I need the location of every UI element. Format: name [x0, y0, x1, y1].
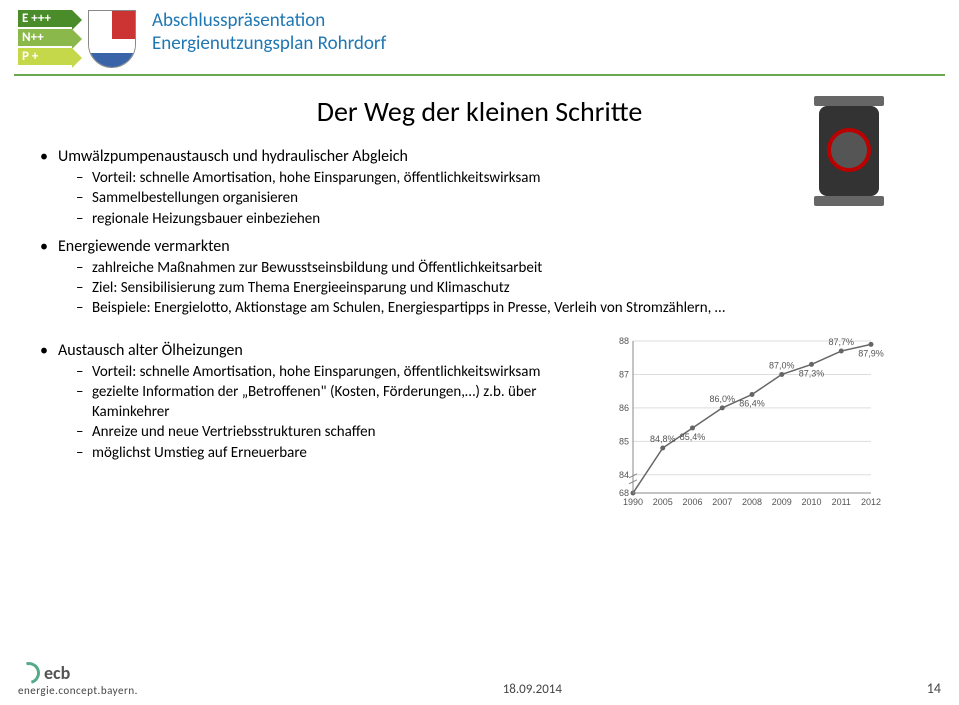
svg-text:2010: 2010	[802, 497, 822, 507]
footer-tagline: energie.concept.bayern.	[18, 684, 138, 697]
svg-text:87,9%: 87,9%	[858, 348, 884, 358]
list-item: gezielte Information der „Betroffenen" (…	[76, 382, 591, 423]
list-item: regionale Heizungsbauer einbeziehen	[76, 209, 929, 229]
line-chart: 6884858687881990200520062007200820092010…	[591, 333, 929, 518]
svg-text:2007: 2007	[712, 497, 732, 507]
badge-p: P +	[18, 48, 72, 65]
slide-footer: ecb energie.concept.bayern. 18.09.2014 1…	[0, 662, 959, 697]
list-item: Vorteil: schnelle Amortisation, hohe Ein…	[76, 362, 591, 382]
section-marketing-list: zahlreiche Maßnahmen zur Bewusstseinsbil…	[40, 258, 929, 319]
svg-text:2005: 2005	[653, 497, 673, 507]
list-item: zahlreiche Maßnahmen zur Bewusstseinsbil…	[76, 258, 929, 278]
footer-date: 18.09.2014	[138, 682, 927, 697]
svg-text:87,3%: 87,3%	[799, 368, 825, 378]
header-titles: Abschlusspräsentation Energienutzungspla…	[146, 10, 386, 56]
svg-text:86,0%: 86,0%	[710, 393, 736, 403]
svg-text:87,0%: 87,0%	[769, 360, 795, 370]
svg-text:87: 87	[619, 369, 629, 379]
svg-text:84: 84	[619, 469, 629, 479]
svg-text:84,8%: 84,8%	[650, 434, 676, 444]
slide-header: E +++ N++ P + Abschlusspräsentation Ener…	[0, 0, 959, 68]
svg-text:2011: 2011	[832, 497, 851, 507]
coat-of-arms-icon	[88, 10, 136, 68]
page-number: 14	[927, 680, 941, 697]
svg-text:87,7%: 87,7%	[829, 337, 855, 347]
list-item: Anreize und neue Vertriebsstrukturen sch…	[76, 422, 591, 442]
badge-n: N++	[18, 29, 72, 46]
svg-text:85,4%: 85,4%	[680, 431, 706, 441]
badge-e: E +++	[18, 10, 72, 27]
section-marketing-head: Energiewende vermarkten	[40, 237, 929, 256]
header-line2: Energienutzungsplan Rohrdorf	[152, 33, 386, 56]
section-pumps-list: Vorteil: schnelle Amortisation, hohe Ein…	[40, 168, 929, 229]
list-item: Ziel: Sensibilisierung zum Thema Energie…	[76, 278, 929, 298]
list-item: Sammelbestellungen organisieren	[76, 188, 929, 208]
ecb-logo: ecb	[18, 662, 138, 684]
section-oil-head: Austausch alter Ölheizungen	[40, 341, 591, 360]
svg-text:88: 88	[619, 336, 629, 346]
svg-text:86: 86	[619, 402, 629, 412]
svg-text:1990: 1990	[623, 497, 643, 507]
logo-text: ecb	[44, 662, 70, 684]
svg-text:2006: 2006	[683, 497, 703, 507]
svg-text:2009: 2009	[772, 497, 792, 507]
chart-svg: 6884858687881990200520062007200820092010…	[599, 333, 899, 513]
svg-text:86,4%: 86,4%	[739, 398, 765, 408]
header-line1: Abschlusspräsentation	[152, 10, 386, 33]
list-item: möglichst Umstieg auf Erneuerbare	[76, 443, 591, 463]
section-pumps-head: Umwälzpumpenaustausch und hydraulischer …	[40, 147, 929, 166]
svg-text:2012: 2012	[861, 497, 881, 507]
svg-text:85: 85	[619, 436, 629, 446]
section-oil-list: Vorteil: schnelle Amortisation, hohe Ein…	[40, 362, 591, 463]
list-item: Beispiele: Energielotto, Aktionstage am …	[76, 298, 929, 318]
svg-text:2008: 2008	[742, 497, 762, 507]
list-item: Vorteil: schnelle Amortisation, hohe Ein…	[76, 168, 929, 188]
energy-badge-stack: E +++ N++ P +	[18, 10, 72, 65]
